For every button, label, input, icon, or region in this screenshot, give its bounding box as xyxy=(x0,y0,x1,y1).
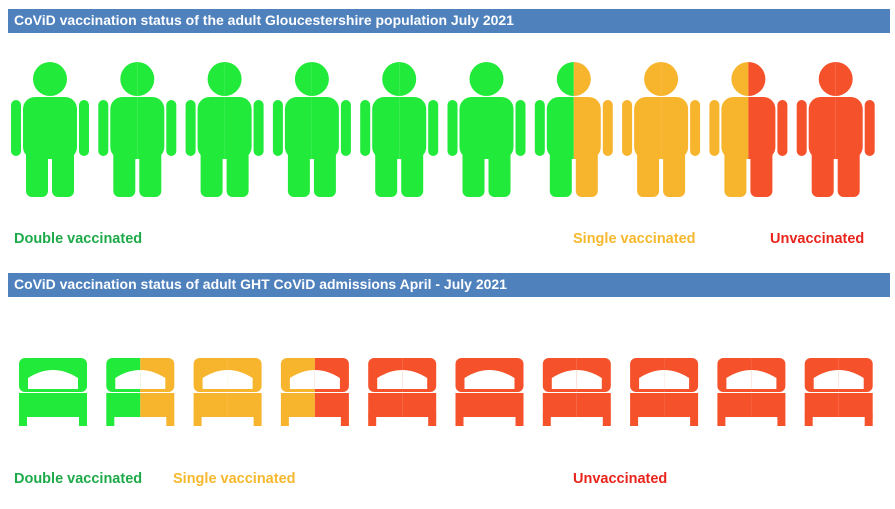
bed-icon xyxy=(717,358,786,426)
person-icon xyxy=(796,62,875,197)
section-title: CoViD vaccination status of the adult Gl… xyxy=(14,12,514,28)
legend-label: Double vaccinated xyxy=(14,231,142,247)
person-icon xyxy=(185,62,264,197)
section-header xyxy=(8,9,890,33)
person-icon xyxy=(98,62,177,197)
person-icon xyxy=(360,62,439,197)
bed-icon xyxy=(804,358,873,426)
bed-icon xyxy=(630,358,699,426)
bed-icon xyxy=(106,358,175,426)
person-icon xyxy=(447,62,526,197)
person-icon xyxy=(622,62,701,197)
bed-icon xyxy=(455,358,524,426)
bed-icon xyxy=(280,358,349,426)
section-header xyxy=(8,273,890,297)
person-icon xyxy=(272,62,351,197)
person-icon xyxy=(11,62,89,197)
legend-label: Double vaccinated xyxy=(14,471,142,487)
bed-icon xyxy=(542,358,611,426)
bed-icon xyxy=(193,358,262,426)
legend-label: Single vaccinated xyxy=(173,471,296,487)
legend-label: Single vaccinated xyxy=(573,231,696,247)
legend-label: Unvaccinated xyxy=(770,231,864,247)
person-icon xyxy=(709,62,788,197)
section-title: CoViD vaccination status of adult GHT Co… xyxy=(14,276,507,292)
bed-icon xyxy=(368,358,437,426)
bed-icon xyxy=(19,358,87,426)
person-icon xyxy=(534,62,613,197)
legend-label: Unvaccinated xyxy=(573,471,667,487)
